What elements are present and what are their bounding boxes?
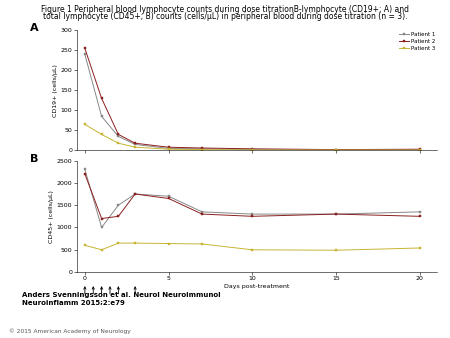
Text: Figure 1 Peripheral blood lymphocyte counts during dose titrationB-lymphocyte (C: Figure 1 Peripheral blood lymphocyte cou…: [41, 5, 409, 14]
Patient 3: [132, 241, 138, 245]
Text: total lymphocyte (CD45+; B) counts (cells/µL) in peripheral blood during dose ti: total lymphocyte (CD45+; B) counts (cell…: [43, 12, 407, 21]
Patient 3: [116, 241, 121, 245]
Patient 1: [82, 167, 88, 171]
Line: Patient 2: Patient 2: [84, 47, 421, 151]
Patient 1: [333, 148, 339, 152]
Y-axis label: CD19+ (cells/µL): CD19+ (cells/µL): [53, 64, 58, 117]
Line: Patient 1: Patient 1: [84, 168, 421, 229]
Patient 2: [199, 146, 205, 150]
Patient 3: [333, 148, 339, 152]
X-axis label: Days post-treatment: Days post-treatment: [224, 284, 289, 289]
Patient 3: [199, 148, 205, 152]
Patient 2: [250, 214, 255, 218]
Text: Anders Svenningsson et al. Neurol Neuroimmunol
Neuroinflamm 2015;2:e79: Anders Svenningsson et al. Neurol Neuroi…: [22, 292, 221, 305]
Patient 2: [417, 147, 423, 151]
Patient 1: [116, 135, 121, 139]
Patient 1: [99, 114, 104, 118]
Line: Patient 3: Patient 3: [84, 123, 421, 151]
Patient 3: [166, 147, 171, 151]
Patient 3: [166, 242, 171, 246]
Patient 2: [82, 46, 88, 50]
Patient 2: [116, 214, 121, 218]
Patient 1: [132, 192, 138, 196]
Patient 3: [99, 132, 104, 137]
Patient 3: [250, 248, 255, 252]
Patient 2: [333, 212, 339, 216]
Legend: Patient 1, Patient 2, Patient 3: Patient 1, Patient 2, Patient 3: [399, 31, 436, 51]
Patient 2: [199, 212, 205, 216]
Patient 1: [250, 148, 255, 152]
Patient 1: [417, 210, 423, 214]
Patient 1: [166, 146, 171, 150]
Patient 2: [99, 96, 104, 100]
Patient 3: [132, 145, 138, 149]
Patient 2: [417, 214, 423, 218]
Patient 2: [82, 172, 88, 176]
Patient 2: [132, 192, 138, 196]
Patient 1: [333, 212, 339, 216]
Patient 1: [199, 210, 205, 214]
Text: © 2015 American Academy of Neurology: © 2015 American Academy of Neurology: [9, 328, 131, 334]
Patient 1: [166, 194, 171, 198]
Patient 2: [333, 148, 339, 152]
Patient 3: [199, 242, 205, 246]
Patient 2: [116, 132, 121, 137]
Patient 3: [82, 243, 88, 247]
Text: B: B: [30, 154, 38, 164]
Patient 1: [199, 147, 205, 151]
Patient 2: [250, 147, 255, 151]
Patient 2: [132, 141, 138, 145]
Line: Patient 3: Patient 3: [84, 242, 421, 251]
Patient 3: [250, 148, 255, 152]
Patient 1: [132, 142, 138, 146]
Patient 1: [116, 203, 121, 207]
Patient 3: [417, 148, 423, 152]
Patient 2: [99, 217, 104, 221]
Patient 3: [333, 248, 339, 252]
Patient 2: [166, 145, 171, 149]
Patient 1: [417, 148, 423, 152]
Text: A: A: [30, 23, 38, 33]
Patient 1: [99, 225, 104, 230]
Line: Patient 2: Patient 2: [84, 172, 421, 220]
Patient 3: [82, 122, 88, 126]
Patient 2: [166, 196, 171, 200]
Patient 3: [99, 248, 104, 252]
Patient 3: [116, 141, 121, 145]
Line: Patient 1: Patient 1: [84, 53, 421, 151]
Patient 1: [250, 212, 255, 216]
Patient 1: [82, 52, 88, 56]
Y-axis label: CD45+ (cells/µL): CD45+ (cells/µL): [49, 190, 54, 243]
Patient 3: [417, 246, 423, 250]
